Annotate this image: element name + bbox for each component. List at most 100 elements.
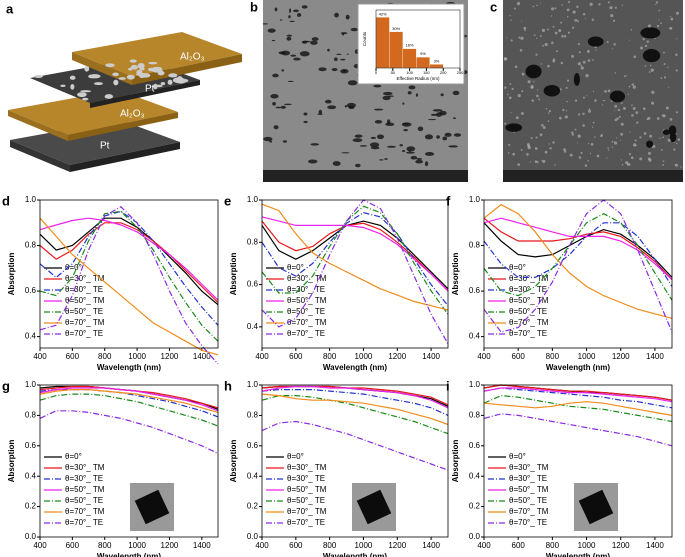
grain (565, 110, 568, 112)
grain (552, 59, 556, 63)
x-tick-label: 1200 (161, 541, 179, 550)
series-line (39, 217, 219, 356)
grain (558, 29, 562, 33)
grain (658, 19, 660, 21)
grain (582, 13, 586, 16)
cluster (587, 36, 604, 47)
pore (410, 155, 418, 160)
y-tick-label: 0.2 (25, 502, 37, 511)
grain (642, 38, 645, 41)
grain (519, 49, 523, 52)
pore (299, 51, 310, 57)
y-tick-label: 0.6 (469, 286, 481, 295)
grain (512, 152, 516, 156)
hole (105, 63, 115, 68)
x-tick-label: 800 (546, 352, 560, 361)
y-tick-label: 0.8 (469, 241, 481, 250)
x-tick-label: 400 (33, 541, 47, 550)
pore (340, 32, 348, 35)
y-tick-label: 1.0 (247, 380, 259, 389)
series-line (261, 389, 449, 416)
pore (387, 119, 391, 125)
x-tick-label: 250 (457, 70, 464, 75)
grain (647, 116, 651, 120)
hole (130, 64, 138, 70)
grain (535, 136, 538, 139)
grain (582, 124, 585, 127)
grain (620, 132, 624, 136)
grain (613, 43, 616, 46)
grain (614, 72, 616, 74)
pore (442, 136, 448, 141)
grain (529, 161, 531, 163)
grain (520, 149, 523, 151)
grain (625, 75, 627, 77)
panel-label: f (446, 193, 451, 208)
x-tick-label: 1200 (388, 541, 406, 550)
legend-label: θ=50°_ TE (509, 307, 547, 316)
pore (274, 7, 278, 12)
pore (415, 93, 419, 97)
hole (94, 82, 103, 86)
value-label: 9% (420, 51, 426, 56)
grain (642, 107, 646, 110)
y-tick-label: 1.0 (247, 195, 259, 204)
legend-label: θ=70°_ TM (287, 318, 327, 327)
grain (504, 86, 507, 89)
grain (668, 86, 670, 88)
grain (535, 37, 538, 39)
grain (531, 99, 534, 102)
x-tick-label: 1400 (193, 352, 211, 361)
y-tick-label: 0.4 (247, 471, 259, 480)
grain (560, 21, 563, 24)
grain (659, 137, 661, 139)
series-line (39, 210, 219, 342)
grain (617, 108, 621, 112)
grain (629, 131, 631, 133)
pore (373, 108, 384, 111)
y-tick-label: 0.4 (25, 471, 37, 480)
legend-label: θ=30°_ TE (509, 474, 547, 483)
grain (566, 8, 570, 12)
grain (639, 136, 642, 139)
pore (290, 54, 297, 57)
grain (602, 100, 604, 102)
grain (536, 4, 538, 7)
series-line (39, 217, 219, 306)
grain (582, 96, 585, 99)
legend-label: θ=50°_ TM (287, 485, 327, 494)
grain (635, 111, 639, 115)
plot-frame (261, 199, 449, 349)
pore (293, 57, 301, 61)
grain (530, 86, 534, 89)
panel-label: i (446, 378, 450, 393)
y-tick-label: 1.0 (25, 195, 37, 204)
grain (647, 151, 651, 155)
value-label: 42% (379, 11, 387, 16)
grain (654, 3, 657, 5)
x-tick-label: 1000 (355, 352, 373, 361)
grain (652, 144, 656, 149)
x-tick-label: 800 (323, 541, 337, 550)
grain (535, 53, 538, 56)
grain (661, 114, 664, 117)
pore (269, 140, 273, 143)
grain (511, 87, 514, 91)
series-line (483, 401, 673, 416)
grain (510, 19, 512, 21)
legend-label: θ=70°_ TM (509, 318, 549, 327)
grain (670, 17, 674, 21)
value-label: 16% (406, 43, 414, 48)
grain (669, 117, 673, 121)
x-tick-label: 800 (98, 541, 112, 550)
pore (310, 143, 320, 146)
series-line (39, 389, 219, 418)
grain (536, 94, 539, 98)
grain (508, 96, 512, 100)
grain (606, 41, 609, 44)
sample-photo (578, 489, 614, 525)
grain (503, 57, 507, 60)
grain (517, 94, 521, 98)
series-line (483, 213, 673, 301)
grain (633, 55, 637, 59)
